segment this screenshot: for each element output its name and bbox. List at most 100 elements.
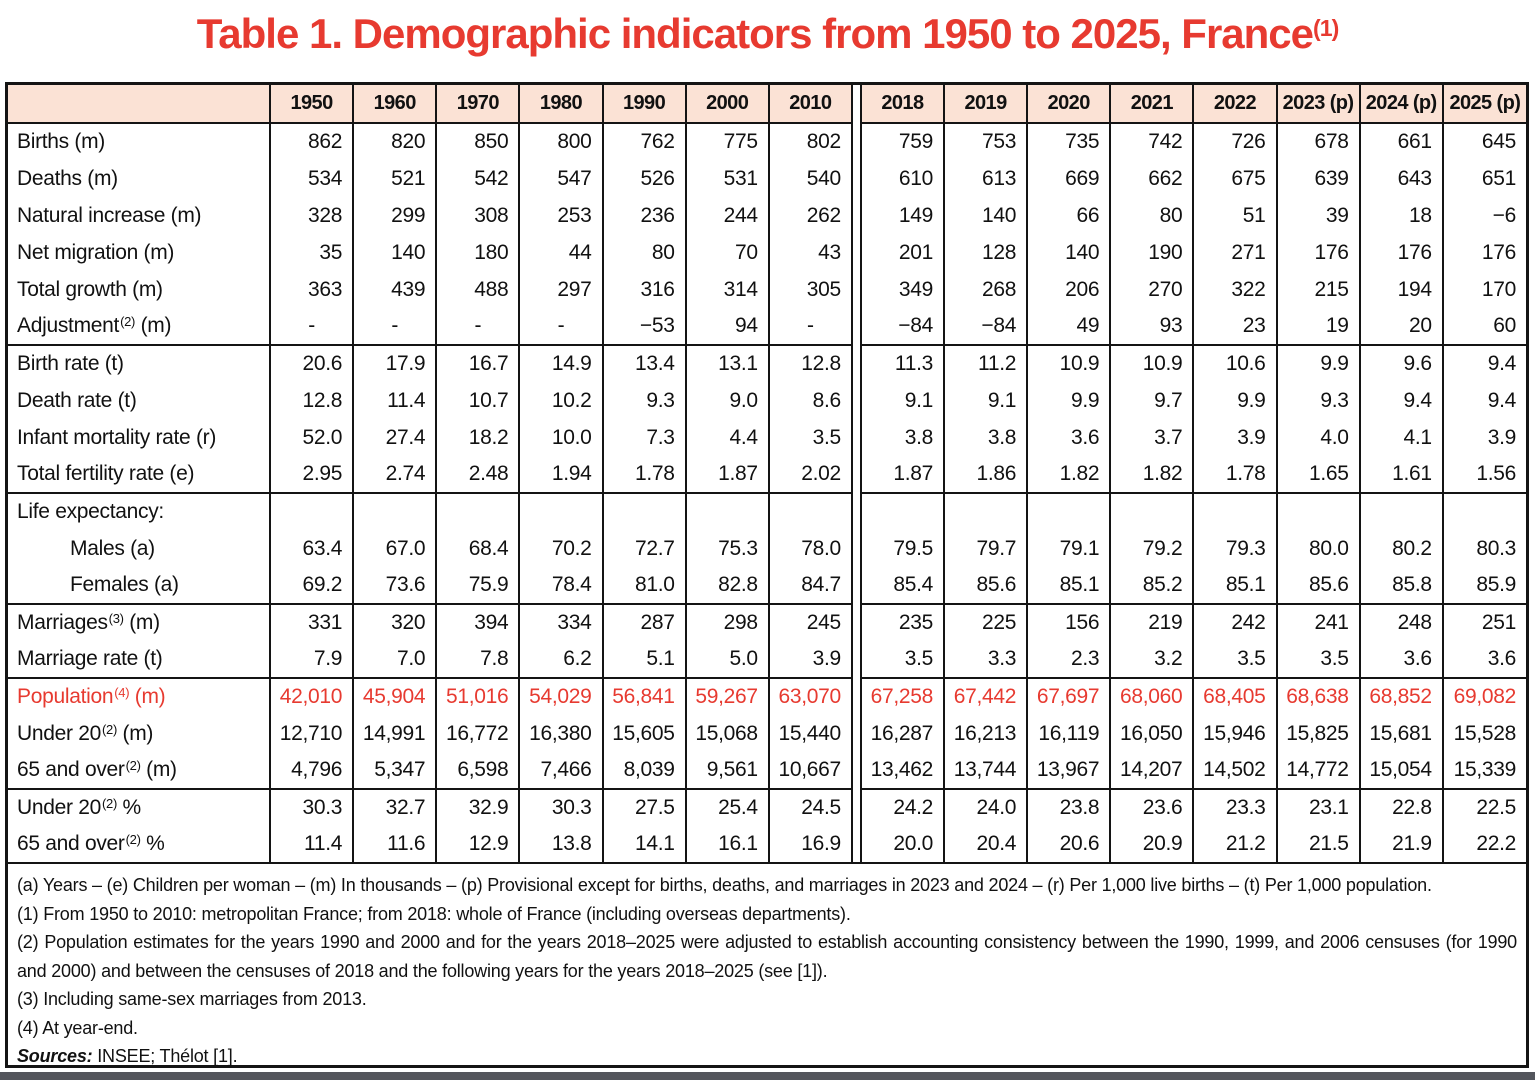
value-cell [435, 492, 521, 530]
sources-line: Sources: INSEE; Thélot [1]. [17, 1042, 1517, 1071]
block-gap [850, 493, 862, 530]
value-cell: 85.6 [942, 567, 1029, 604]
value-cell: 176 [1441, 234, 1526, 271]
value-cell: 3.5 [767, 419, 853, 456]
bottom-bar [0, 1072, 1535, 1080]
value-cell: 75.3 [684, 530, 770, 567]
value-cell: 23.6 [1109, 788, 1195, 826]
value-cell: 20.4 [942, 826, 1029, 863]
value-cell: 85.4 [859, 567, 946, 604]
value-cell: 15,681 [1358, 715, 1444, 752]
block-gap [850, 419, 862, 456]
value-cell: 236 [601, 197, 687, 234]
block-gap [850, 826, 862, 863]
value-cell: 20 [1358, 308, 1444, 345]
value-cell: 613 [942, 160, 1029, 197]
value-cell: 3.8 [942, 419, 1029, 456]
value-cell: 8.6 [767, 382, 853, 419]
value-cell: 72.7 [601, 530, 687, 567]
value-cell: 540 [767, 160, 853, 197]
value-cell: 85.9 [1441, 567, 1526, 604]
value-cell: 190 [1109, 234, 1195, 271]
value-cell: 14,772 [1275, 752, 1361, 789]
row-label: Under 20(2) % [8, 788, 271, 826]
value-cell: 30.3 [518, 788, 604, 826]
value-cell: 85.8 [1358, 567, 1444, 604]
value-cell: 68,638 [1275, 677, 1361, 715]
row-label: Total growth (m) [8, 271, 271, 308]
value-cell: 140 [942, 197, 1029, 234]
value-cell: 271 [1192, 234, 1278, 271]
value-cell: 15,068 [684, 715, 770, 752]
table-row: Births (m) 862 820 850 800 762 775 802 759 753 735… [8, 123, 1526, 160]
value-cell: - [435, 308, 521, 345]
value-cell: −84 [942, 308, 1029, 345]
block-gap [850, 715, 862, 752]
year-header: 2021 [1109, 85, 1195, 124]
value-cell: 3.5 [1275, 641, 1361, 678]
value-cell: 39 [1275, 197, 1361, 234]
value-cell [1441, 492, 1526, 530]
table-row: Net migration (m) 35 140 180 44 80 70 43 201 128 1… [8, 234, 1526, 271]
value-cell [268, 492, 355, 530]
value-cell: 63,070 [767, 677, 853, 715]
value-cell: 94 [684, 308, 770, 345]
table-row: Adjustment(2) (m) - - - - −53 94- −84 −84 49 93 23 1… [8, 308, 1526, 345]
value-cell: 85.1 [1026, 567, 1112, 604]
block-gap [850, 382, 862, 419]
value-cell: 9.3 [601, 382, 687, 419]
row-label: Males (a) [8, 530, 271, 567]
value-cell: 15,825 [1275, 715, 1361, 752]
year-header: 1970 [435, 85, 521, 124]
value-cell: 194 [1358, 271, 1444, 308]
value-cell: 68,060 [1109, 677, 1195, 715]
value-cell: 21.9 [1358, 826, 1444, 863]
value-cell: 3.3 [942, 641, 1029, 678]
value-cell: 5,347 [352, 752, 438, 789]
value-cell: 9.4 [1441, 344, 1526, 382]
value-cell: 850 [435, 123, 521, 160]
value-cell: 9.1 [942, 382, 1029, 419]
value-cell: 862 [268, 123, 355, 160]
table-row: Birth rate (t) 20.6 17.9 16.7 14.9 13.4 13.1 12… [8, 344, 1526, 382]
value-cell: 44 [518, 234, 604, 271]
value-cell: 80.3 [1441, 530, 1526, 567]
value-cell: 16,380 [518, 715, 604, 752]
value-cell: 1.61 [1358, 456, 1444, 493]
value-cell: 14,991 [352, 715, 438, 752]
value-cell: 9.9 [1192, 382, 1278, 419]
value-cell: 3.6 [1026, 419, 1112, 456]
value-cell: 3.7 [1109, 419, 1195, 456]
year-header: 2018 [859, 85, 946, 124]
value-cell: 20.6 [268, 344, 355, 382]
year-header: 2000 [684, 85, 770, 124]
value-cell: 7.0 [352, 641, 438, 678]
footnotes: (a) Years – (e) Children per woman – (m)… [8, 864, 1526, 1071]
value-cell: 10.7 [435, 382, 521, 419]
value-cell: - [352, 308, 438, 345]
value-cell: 16.7 [435, 344, 521, 382]
row-label: Under 20(2) (m) [8, 715, 271, 752]
block-gap [850, 85, 862, 123]
value-cell: 762 [601, 123, 687, 160]
value-cell: 262 [767, 197, 853, 234]
value-cell: 67,442 [942, 677, 1029, 715]
value-cell: 79.5 [859, 530, 946, 567]
value-cell: 2.74 [352, 456, 438, 493]
value-cell: 320 [352, 603, 438, 641]
row-label: Females (a) [8, 567, 271, 604]
value-cell: 42,010 [268, 677, 355, 715]
value-cell: 270 [1109, 271, 1195, 308]
value-cell: 16.9 [767, 826, 853, 863]
value-cell: 651 [1441, 160, 1526, 197]
value-cell: 4.0 [1275, 419, 1361, 456]
value-cell [518, 492, 604, 530]
block-gap [850, 604, 862, 641]
table-title: Table 1. Demographic indicators from 195… [0, 10, 1535, 58]
value-cell: 23.3 [1192, 788, 1278, 826]
value-cell: 19 [1275, 308, 1361, 345]
year-header: 1980 [518, 85, 604, 124]
value-cell: 13.1 [684, 344, 770, 382]
value-cell: 80 [1109, 197, 1195, 234]
value-cell: 5.1 [601, 641, 687, 678]
